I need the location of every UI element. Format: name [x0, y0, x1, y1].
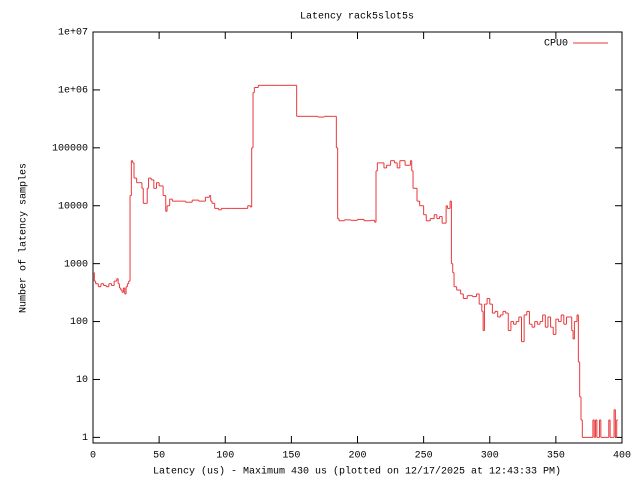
y-tick-label: 100: [70, 317, 88, 328]
x-tick-label: 250: [415, 451, 433, 462]
x-tick-label: 100: [216, 451, 234, 462]
x-tick-label: 400: [613, 451, 631, 462]
x-axis-label: Latency (us) - Maximum 430 us (plotted o…: [153, 466, 561, 478]
x-tick-label: 50: [153, 451, 165, 462]
x-tick-label: 0: [90, 451, 96, 462]
y-tick-label: 10: [76, 375, 88, 386]
y-axis-label: Number of latency samples: [18, 163, 30, 313]
plot-frame: [92, 31, 623, 444]
x-tick-label: 150: [282, 451, 300, 462]
y-tick-label: 1: [82, 433, 88, 444]
y-tick-label: 1e+07: [58, 28, 88, 39]
x-tick-label: 350: [547, 451, 565, 462]
y-tick-label: 10000: [58, 201, 88, 212]
y-tick-label: 1e+06: [58, 86, 88, 97]
chart-title: Latency rack5slot5s: [300, 11, 414, 23]
y-tick-label: 1000: [64, 259, 88, 270]
x-tick-label: 300: [481, 451, 499, 462]
y-tick-label: 100000: [52, 143, 88, 154]
x-tick-label: 200: [348, 451, 366, 462]
legend-label: CPU0: [544, 39, 568, 50]
